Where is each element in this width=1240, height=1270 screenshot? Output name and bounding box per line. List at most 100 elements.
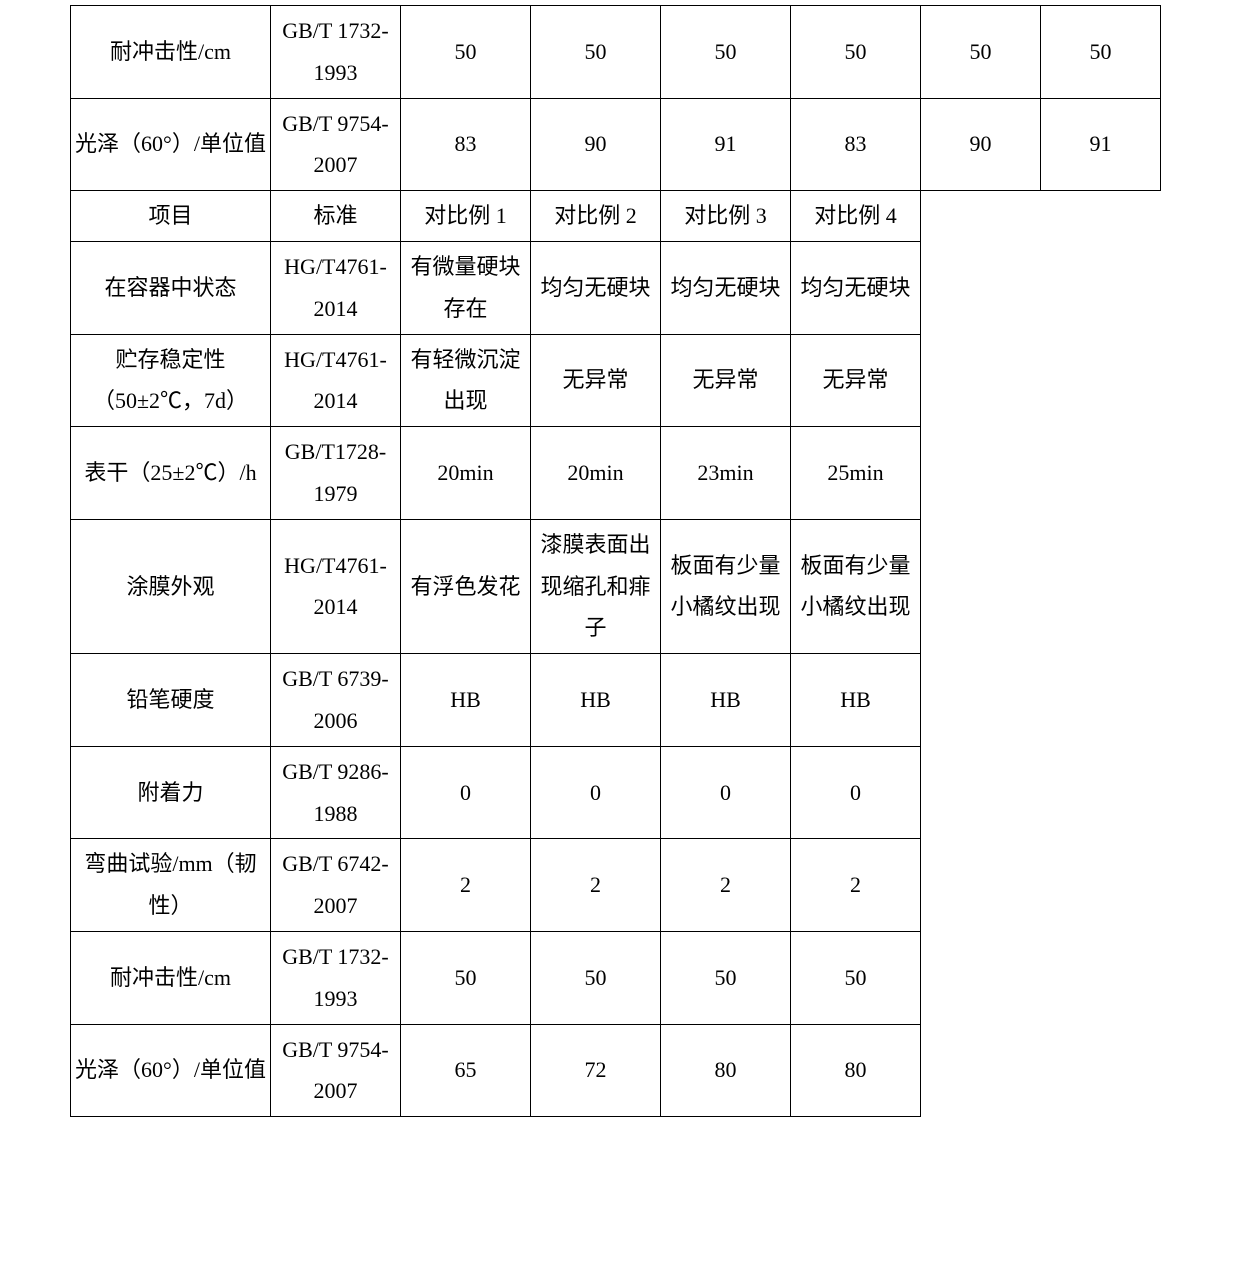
cell: HB (401, 654, 531, 747)
row-std: GB/T 6739-2006 (271, 654, 401, 747)
spacer (1041, 519, 1161, 653)
cell: 无异常 (791, 334, 921, 427)
spacer (921, 334, 1041, 427)
row-label: 光泽（60°）/单位值 (71, 1024, 271, 1117)
cell: 0 (661, 746, 791, 839)
spacer (1041, 241, 1161, 334)
row-label: 表干（25±2℃）/h (71, 427, 271, 520)
cell: 0 (791, 746, 921, 839)
table-row: 光泽（60°）/单位值 GB/T 9754-2007 65 72 80 80 (71, 1024, 1161, 1117)
cell: 80 (791, 1024, 921, 1117)
spacer (921, 654, 1041, 747)
cell: 90 (921, 98, 1041, 191)
row-std: GB/T1728-1979 (271, 427, 401, 520)
row-std: GB/T 6742-2007 (271, 839, 401, 932)
row-std: GB/T 9286-1988 (271, 746, 401, 839)
cell: 均匀无硬块 (661, 241, 791, 334)
cell: 有微量硬块存在 (401, 241, 531, 334)
header-compare: 对比例 3 (661, 191, 791, 242)
spacer (921, 931, 1041, 1024)
table-row: 涂膜外观 HG/T4761-2014 有浮色发花 漆膜表面出现缩孔和痱子 板面有… (71, 519, 1161, 653)
cell: 80 (661, 1024, 791, 1117)
spacer (921, 746, 1041, 839)
cell: HB (531, 654, 661, 747)
spacer (1041, 427, 1161, 520)
cell: 2 (791, 839, 921, 932)
cell: 50 (661, 931, 791, 1024)
row-std: GB/T 9754-2007 (271, 98, 401, 191)
row-std: GB/T 9754-2007 (271, 1024, 401, 1117)
cell: 65 (401, 1024, 531, 1117)
cell: HB (791, 654, 921, 747)
cell: 均匀无硬块 (791, 241, 921, 334)
cell: 0 (401, 746, 531, 839)
spacer (921, 191, 1041, 242)
row-std: GB/T 1732-1993 (271, 931, 401, 1024)
header-std: 标准 (271, 191, 401, 242)
row-std: HG/T4761-2014 (271, 334, 401, 427)
row-label: 铅笔硬度 (71, 654, 271, 747)
cell: 25min (791, 427, 921, 520)
cell: 91 (1041, 98, 1161, 191)
table-header: 项目 标准 对比例 1 对比例 2 对比例 3 对比例 4 (71, 191, 1161, 242)
header-compare: 对比例 2 (531, 191, 661, 242)
cell: 50 (531, 931, 661, 1024)
cell: 20min (531, 427, 661, 520)
cell: 50 (921, 6, 1041, 99)
spacer (1041, 1024, 1161, 1117)
cell: 50 (791, 6, 921, 99)
cell: 2 (531, 839, 661, 932)
table-row: 耐冲击性/cm GB/T 1732-1993 50 50 50 50 50 50 (71, 6, 1161, 99)
row-std: HG/T4761-2014 (271, 241, 401, 334)
header-compare: 对比例 4 (791, 191, 921, 242)
row-label: 耐冲击性/cm (71, 6, 271, 99)
cell: 板面有少量小橘纹出现 (661, 519, 791, 653)
cell: 50 (401, 931, 531, 1024)
row-label: 涂膜外观 (71, 519, 271, 653)
cell: 50 (1041, 6, 1161, 99)
cell: 均匀无硬块 (531, 241, 661, 334)
cell: 0 (531, 746, 661, 839)
row-label: 贮存稳定性（50±2℃，7d） (71, 334, 271, 427)
spacer (1041, 654, 1161, 747)
table-row: 附着力 GB/T 9286-1988 0 0 0 0 (71, 746, 1161, 839)
cell: 91 (661, 98, 791, 191)
row-label: 弯曲试验/mm（韧性） (71, 839, 271, 932)
cell: 23min (661, 427, 791, 520)
cell: 83 (401, 98, 531, 191)
spacer (921, 839, 1041, 932)
cell: 2 (661, 839, 791, 932)
row-label: 耐冲击性/cm (71, 931, 271, 1024)
table-row: 弯曲试验/mm（韧性） GB/T 6742-2007 2 2 2 2 (71, 839, 1161, 932)
cell: 无异常 (661, 334, 791, 427)
cell: 72 (531, 1024, 661, 1117)
cell: 20min (401, 427, 531, 520)
row-label: 附着力 (71, 746, 271, 839)
cell: 有浮色发花 (401, 519, 531, 653)
spacer (1041, 931, 1161, 1024)
table-top: 耐冲击性/cm GB/T 1732-1993 50 50 50 50 50 50… (70, 5, 1161, 1117)
cell: 2 (401, 839, 531, 932)
spacer (921, 427, 1041, 520)
table-row: 表干（25±2℃）/h GB/T1728-1979 20min 20min 23… (71, 427, 1161, 520)
cell: 板面有少量小橘纹出现 (791, 519, 921, 653)
table-row: 铅笔硬度 GB/T 6739-2006 HB HB HB HB (71, 654, 1161, 747)
page-root: 耐冲击性/cm GB/T 1732-1993 50 50 50 50 50 50… (0, 5, 1240, 1117)
cell: 漆膜表面出现缩孔和痱子 (531, 519, 661, 653)
row-std: GB/T 1732-1993 (271, 6, 401, 99)
cell: 50 (661, 6, 791, 99)
table-row: 光泽（60°）/单位值 GB/T 9754-2007 83 90 91 83 9… (71, 98, 1161, 191)
table-row: 耐冲击性/cm GB/T 1732-1993 50 50 50 50 (71, 931, 1161, 1024)
cell: 90 (531, 98, 661, 191)
table-row: 在容器中状态 HG/T4761-2014 有微量硬块存在 均匀无硬块 均匀无硬块… (71, 241, 1161, 334)
cell: 无异常 (531, 334, 661, 427)
spacer (1041, 334, 1161, 427)
spacer (921, 241, 1041, 334)
cell: 50 (791, 931, 921, 1024)
spacer (1041, 839, 1161, 932)
spacer (921, 519, 1041, 653)
row-std: HG/T4761-2014 (271, 519, 401, 653)
spacer (1041, 746, 1161, 839)
row-label: 光泽（60°）/单位值 (71, 98, 271, 191)
spacer (1041, 191, 1161, 242)
